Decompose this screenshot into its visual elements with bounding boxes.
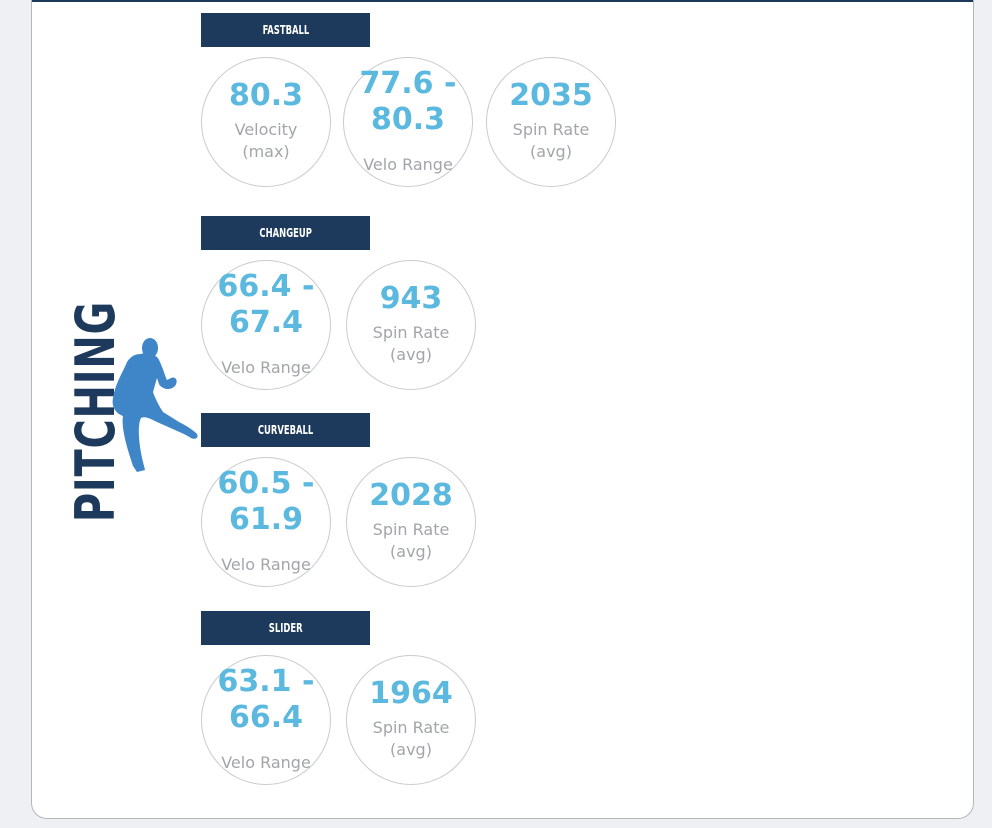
section-title-slider: SLIDER [201, 611, 370, 645]
stat-value: 66.4 - 67.4 [217, 269, 315, 340]
section-title-text: CURVEBALL [257, 423, 314, 437]
stat-label: Velo Range [221, 555, 311, 574]
stat-label: Velo Range [363, 155, 453, 174]
stat-label: Spin Rate (avg) [372, 520, 450, 561]
stat-value: 63.1 - 66.4 [217, 664, 315, 735]
fastball-velocity-max-stat: 80.3 Velocity (max) [201, 57, 331, 187]
stat-value: 2028 [369, 478, 453, 513]
stat-label: Spin Rate (avg) [512, 120, 590, 161]
changeup-spin-rate-avg-stat: 943 Spin Rate (avg) [346, 260, 476, 390]
stat-label: Spin Rate (avg) [372, 718, 450, 759]
slider-spin-rate-avg-stat: 1964 Spin Rate (avg) [346, 655, 476, 785]
changeup-velo-range-stat: 66.4 - 67.4 Velo Range [201, 260, 331, 390]
section-title-text: SLIDER [268, 621, 303, 635]
section-title-changeup: CHANGEUP [201, 216, 370, 250]
stat-value: 77.6 - 80.3 [359, 66, 457, 137]
section-title-curveball: CURVEBALL [201, 413, 370, 447]
pitcher-silhouette-icon [112, 338, 198, 472]
stat-value: 2035 [509, 78, 593, 113]
top-divider [32, 0, 973, 2]
stat-value: 943 [379, 281, 443, 316]
stat-value: 1964 [369, 676, 453, 711]
stat-value: 60.5 - 61.9 [217, 466, 315, 537]
curveball-spin-rate-avg-stat: 2028 Spin Rate (avg) [346, 457, 476, 587]
stat-label: Velo Range [221, 358, 311, 377]
section-title-text: CHANGEUP [259, 226, 312, 240]
curveball-velo-range-stat: 60.5 - 61.9 Velo Range [201, 457, 331, 587]
fastball-velo-range-stat: 77.6 - 80.3 Velo Range [343, 57, 473, 187]
stat-label: Spin Rate (avg) [372, 323, 450, 364]
section-title-text: FASTBALL [262, 23, 309, 37]
section-title-fastball: FASTBALL [201, 13, 370, 47]
stat-label: Velocity (max) [234, 120, 298, 161]
slider-velo-range-stat: 63.1 - 66.4 Velo Range [201, 655, 331, 785]
stat-value: 80.3 [228, 78, 304, 113]
stat-label: Velo Range [221, 753, 311, 772]
fastball-spin-rate-avg-stat: 2035 Spin Rate (avg) [486, 57, 616, 187]
